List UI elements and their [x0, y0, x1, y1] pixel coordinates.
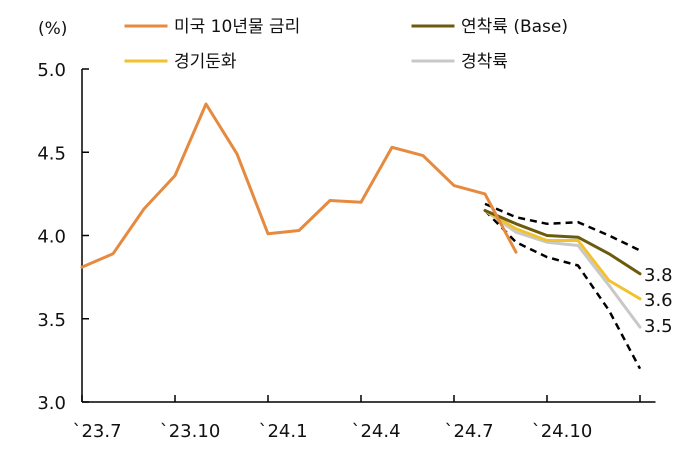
y-tick-label: 3.0	[37, 393, 66, 414]
soft-landing-line	[483, 209, 642, 276]
series-lines	[80, 102, 642, 329]
forecast-band-line-lower	[484, 209, 642, 370]
legend-label-soft-landing: 연착륙 (Base)	[461, 17, 568, 37]
forecast-bands	[484, 202, 642, 370]
y-unit-label: (%)	[38, 19, 67, 39]
x-tick-label: `24.4	[351, 421, 400, 442]
x-tick-label: `23.7	[72, 421, 121, 442]
end-label-soft-landing: 3.8	[644, 265, 673, 286]
end-label-slowdown: 3.6	[644, 290, 673, 311]
x-tick-label: `24.10	[532, 421, 593, 442]
legend-label-slowdown: 경기둔화	[174, 52, 237, 72]
x-tick-label: `24.1	[258, 421, 307, 442]
legend: 미국 10년물 금리 연착륙 (Base) 경기둔화 경착륙	[124, 17, 568, 72]
y-tick-label: 3.5	[37, 310, 66, 331]
forecast-band-line-upper	[484, 202, 641, 252]
end-label-hard-landing: 3.5	[644, 316, 673, 337]
us-10y-yield-line	[80, 102, 518, 269]
y-tick-label: 5.0	[37, 60, 66, 81]
y-tick-label: 4.5	[37, 143, 66, 164]
y-tick-label: 4.0	[37, 227, 66, 248]
hard-landing-line	[483, 209, 642, 329]
axes: 5.0 4.5 4.0 3.5 3.0 `23.7 `23.10 `24.1 `24.4 `24.…	[37, 60, 656, 442]
x-tick-label: `23.10	[160, 421, 221, 442]
slowdown-line	[483, 209, 642, 301]
legend-label-hard-landing: 경착륙	[461, 52, 508, 72]
legend-label-us-10y: 미국 10년물 금리	[174, 17, 300, 37]
x-tick-label: `24.7	[444, 421, 493, 442]
